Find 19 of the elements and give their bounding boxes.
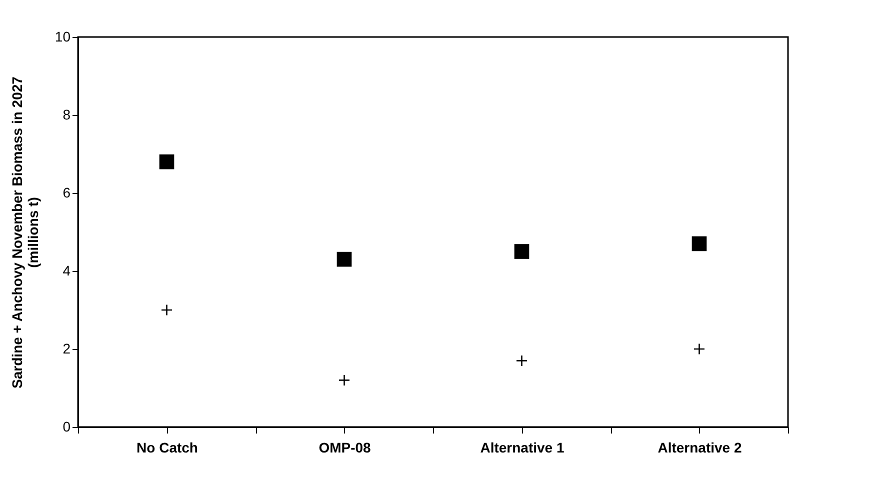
point: [514, 244, 530, 259]
point: [159, 154, 174, 170]
point: [692, 236, 707, 252]
y-tick-label: 2: [62, 340, 71, 356]
y-tick-label: 4: [62, 262, 71, 278]
point: [338, 374, 350, 386]
x-tick-label: OMP-08: [318, 440, 372, 456]
y-tick-label: 10: [54, 28, 71, 44]
x-tick-label: Alternative 2: [658, 440, 742, 456]
x-tick-label: No Catch: [136, 440, 198, 456]
y-tick-label: 0: [62, 418, 71, 434]
y-tick-label: 8: [62, 106, 71, 122]
point: [516, 354, 528, 367]
x-tick-label: Alternative 1: [480, 440, 564, 456]
y-tick-label: 6: [62, 184, 71, 200]
point: [693, 343, 706, 355]
point: [160, 304, 173, 316]
point: [336, 252, 352, 267]
y-axis-title: Sardine + Anchovy November Biomass in 2027 (millions t): [8, 76, 41, 388]
